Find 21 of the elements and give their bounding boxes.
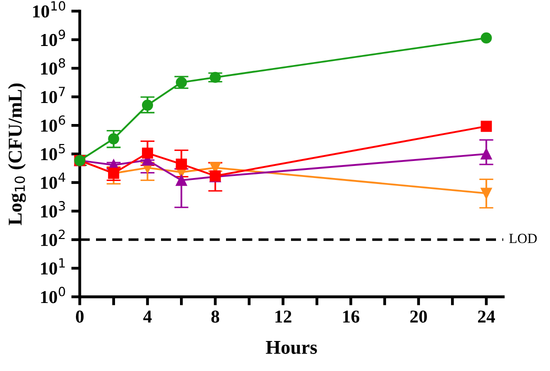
x-axis-title: Hours — [266, 341, 317, 354]
x-tick-label: 12 — [275, 310, 292, 323]
x-tick-label: 4 — [143, 310, 152, 323]
x-tick-label: 24 — [478, 310, 495, 323]
y-tick-label: 10$^{7}$ — [41, 86, 65, 104]
x-tick-label: 8 — [211, 310, 220, 323]
x-tick-label: 0 — [76, 310, 84, 323]
y-tick-label: 10$^{6}$ — [41, 115, 66, 132]
y-tick-label: 10$^{1}$ — [41, 258, 65, 275]
ref-line-label: LOD — [509, 234, 537, 244]
y-tick-label: 10$^{8}$ — [41, 58, 66, 75]
y-tick-label: 10$^{9}$ — [41, 30, 66, 46]
y-tick-label: 10$^{0}$ — [41, 286, 66, 304]
y-tick-label: 10$^{2}$ — [41, 230, 65, 246]
y-tick-label: 10$^{4}$ — [41, 172, 66, 189]
x-tick-label: 16 — [343, 310, 360, 323]
x-tick-label: 20 — [410, 310, 427, 323]
y-axis-title: Log$_{10}$ (CFU/mL) — [8, 83, 26, 226]
y-tick-label: 10$^{5}$ — [41, 144, 65, 160]
y-tick-label: 10$^{3}$ — [41, 201, 65, 218]
y-tick-label: 10$^{10}$ — [33, 1, 66, 18]
